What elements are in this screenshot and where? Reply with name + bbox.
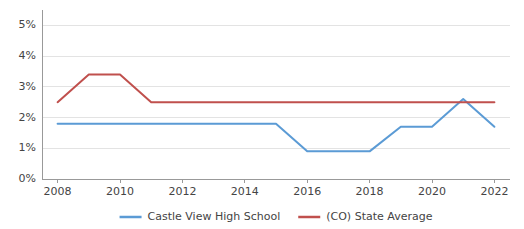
page: {"chart_data": {"type": "line", "x": [20… — [0, 0, 524, 229]
y-tick-labels: 0% 1% 2% 3% 4% 5% — [19, 18, 36, 185]
x-tick — [120, 179, 121, 183]
plot-area — [58, 75, 495, 152]
x-tick — [432, 179, 433, 183]
x-tick-label: 2020 — [418, 185, 446, 198]
x-tick-label: 2018 — [356, 185, 384, 198]
grid-line — [42, 86, 510, 87]
x-axis-line — [42, 179, 510, 180]
grid-line — [42, 56, 510, 57]
y-tick-label: 0% — [19, 172, 36, 185]
x-tick-label: 2014 — [231, 185, 259, 198]
grid-line — [42, 25, 510, 26]
x-tick — [494, 179, 495, 183]
grid-line — [42, 179, 510, 180]
legend-label: Castle View High School — [148, 210, 281, 223]
y-tick-label: 1% — [19, 141, 36, 154]
legend-swatch — [120, 216, 142, 219]
x-tick-label: 2016 — [293, 185, 321, 198]
x-tick — [57, 179, 58, 183]
x-tick — [369, 179, 370, 183]
y-tick-label: 3% — [19, 80, 36, 93]
x-tick — [307, 179, 308, 183]
legend-item: (CO) State Average — [298, 210, 432, 223]
y-grid — [42, 25, 510, 179]
x-tick-label: 2022 — [480, 185, 508, 198]
legend-swatch — [298, 216, 320, 219]
grid-line — [42, 117, 510, 118]
series-line — [58, 99, 495, 151]
y-tick-label: 4% — [19, 49, 36, 62]
x-tick — [182, 179, 183, 183]
y-tick-label: 2% — [19, 111, 36, 124]
x-tick-label: 2012 — [168, 185, 196, 198]
y-axis-line — [42, 10, 43, 179]
x-tick-labels: 2008 2010 2012 2014 2016 2018 2020 2022 — [44, 179, 509, 198]
grid-line — [42, 148, 510, 149]
x-tick — [244, 179, 245, 183]
x-tick-label: 2010 — [106, 185, 134, 198]
legend: Castle View High School (CO) State Averag… — [120, 210, 433, 223]
x-tick-label: 2008 — [44, 185, 72, 198]
y-tick-label: 5% — [19, 18, 36, 31]
series-line — [58, 75, 495, 103]
legend-item: Castle View High School — [120, 210, 281, 223]
legend-label: (CO) State Average — [326, 210, 432, 223]
chart: 0% 1% 2% 3% 4% 5% 2008 2010 2012 2014 2016 2018 2020… — [0, 0, 524, 229]
